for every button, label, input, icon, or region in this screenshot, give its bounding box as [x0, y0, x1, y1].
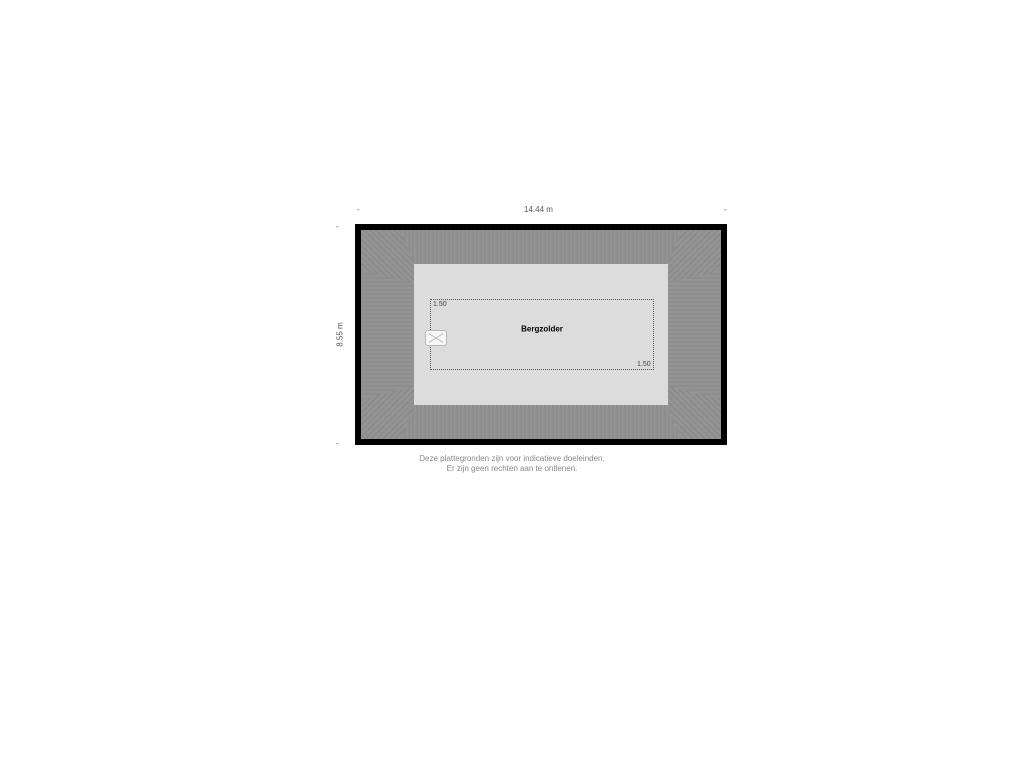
dim-dash-left: - — [357, 205, 360, 214]
room-label: Bergzolder — [521, 325, 563, 334]
floorplan-stage: - 14.44 m - - 8.55 m - — [0, 0, 1024, 768]
disclaimer: Deze plattegronden zijn voor indicatieve… — [0, 454, 1024, 475]
dim-dash-bottom: - — [336, 439, 339, 448]
roof-window-icon — [425, 330, 447, 346]
dim-height-label: 8.55 m — [336, 315, 345, 355]
disclaimer-line2: Er zijn geen rechten aan te ontlenen. — [0, 464, 1024, 474]
inner-room: 1.50 1.50 Bergzolder — [414, 264, 668, 405]
dim-width-label: 14.44 m — [524, 205, 553, 214]
disclaimer-line1: Deze plattegronden zijn voor indicatieve… — [0, 454, 1024, 464]
building-outline: 1.50 1.50 Bergzolder — [355, 224, 727, 445]
inner-dim-bottom: 1.50 — [637, 361, 651, 368]
inner-dim-top: 1.50 — [433, 301, 447, 308]
standing-height-zone — [430, 299, 654, 370]
dim-dash-right: - — [724, 205, 727, 214]
dim-dash-top: - — [336, 222, 339, 231]
